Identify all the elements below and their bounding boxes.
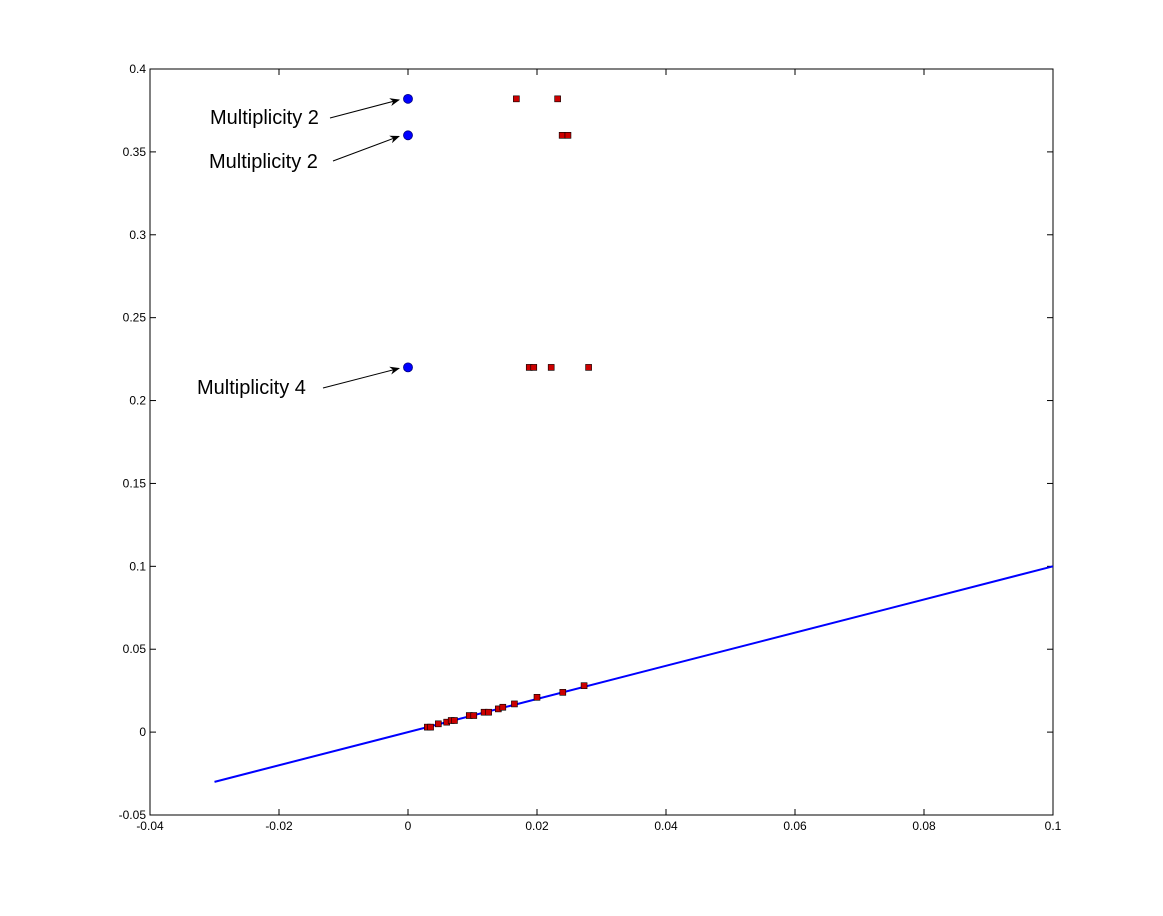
red-point <box>554 95 561 103</box>
x-tick-label: -0.04 <box>136 819 164 833</box>
blue-points-series <box>403 93 413 373</box>
red-point <box>470 712 478 719</box>
y-tick-label: 0.25 <box>123 311 147 325</box>
red-point <box>580 682 588 689</box>
x-tick-label: 0.06 <box>783 819 807 833</box>
reference-line <box>214 565 1054 783</box>
annotation-label: Multiplicity 2 <box>210 107 319 129</box>
x-tick-label: 0.08 <box>912 819 936 833</box>
y-tick-label: 0.05 <box>123 642 147 656</box>
y-axis-ticks: -0.05 0 0.05 0.1 0.15 0.2 0.25 0.3 0.35 0.4 <box>119 62 1053 822</box>
x-tick-label: 0 <box>405 819 412 833</box>
plot-area <box>149 68 1054 816</box>
y-tick-label: 0.2 <box>129 394 146 408</box>
red-point <box>485 708 492 716</box>
x-tick-label: -0.02 <box>265 819 293 833</box>
blue-point <box>403 362 413 373</box>
red-points-series <box>424 95 592 731</box>
red-point <box>499 703 507 711</box>
reference-line-series <box>214 565 1054 783</box>
red-point <box>559 689 567 696</box>
blue-point <box>403 93 413 104</box>
y-tick-label: 0.4 <box>129 62 146 76</box>
annotation-arrow <box>332 135 400 162</box>
red-point <box>435 720 442 728</box>
x-tick-label: 0.02 <box>525 819 549 833</box>
red-point <box>547 364 555 371</box>
red-point <box>564 132 572 139</box>
red-point <box>530 364 538 371</box>
red-point <box>533 693 541 701</box>
y-tick-label: -0.05 <box>119 808 147 822</box>
red-point <box>427 723 434 731</box>
red-point <box>558 132 566 139</box>
y-tick-label: 0.3 <box>129 228 146 242</box>
annotation-label: Multiplicity 2 <box>209 151 318 173</box>
y-tick-label: 0 <box>139 725 146 739</box>
annotation-arrow <box>322 366 400 389</box>
red-point <box>511 700 518 708</box>
red-point <box>585 364 592 371</box>
blue-point <box>403 130 413 141</box>
y-tick-label: 0.35 <box>123 145 147 159</box>
y-tick-label: 0.15 <box>123 476 147 490</box>
annotations: Multiplicity 2 Multiplicity 2 Multiplicity… <box>197 98 400 399</box>
x-tick-label: 0.1 <box>1045 819 1062 833</box>
y-tick-label: 0.1 <box>129 559 146 573</box>
x-tick-label: 0.04 <box>654 819 678 833</box>
red-point <box>451 717 458 724</box>
x-axis-ticks: -0.04 -0.02 0 0.02 0.04 0.06 0.08 0.1 <box>136 69 1062 833</box>
red-point <box>513 95 520 103</box>
annotation-arrow <box>329 98 400 119</box>
annotation-label: Multiplicity 4 <box>197 377 306 399</box>
